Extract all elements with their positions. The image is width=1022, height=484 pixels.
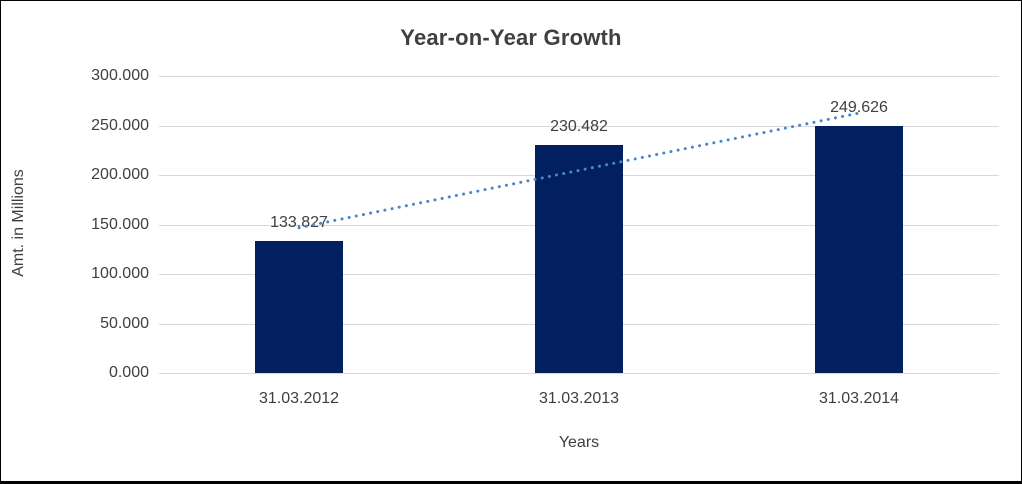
plot-area: 133.827 230.482 249.626 [159,76,999,374]
bar-value-label: 249.626 [830,98,888,116]
x-tick-label: 31.03.2012 [258,390,340,407]
y-tick-label: 50.000 [100,314,149,332]
x-tick-label: 31.03.2014 [818,390,900,407]
y-tick-label: 300.000 [91,67,149,84]
y-tick-label: 100.000 [91,265,149,282]
x-axis-title: Years [558,434,600,451]
gridline [159,125,999,127]
bar [535,144,623,373]
y-tick-label: 250.000 [91,116,149,134]
x-tick-label: 31.03.2013 [538,390,620,407]
bar [815,125,903,373]
trendline [297,111,861,230]
gridline [159,373,999,374]
y-tick-label: 0.000 [108,364,149,381]
chart-title: Year-on-Year Growth [400,25,622,50]
y-tick-label: 200.000 [91,166,149,183]
bar [255,240,343,373]
bar-value-label: 230.482 [550,117,608,135]
gridline [159,76,999,77]
y-tick-label: 150.000 [91,215,149,233]
